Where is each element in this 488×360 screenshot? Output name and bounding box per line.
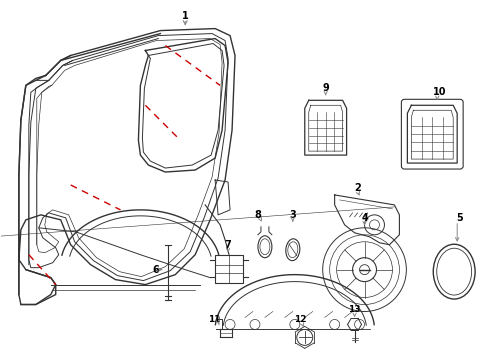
Text: 3: 3 bbox=[289, 210, 296, 220]
Text: 4: 4 bbox=[361, 213, 367, 223]
Text: 5: 5 bbox=[455, 213, 462, 223]
Text: 6: 6 bbox=[152, 265, 159, 275]
Text: 7: 7 bbox=[224, 240, 231, 250]
Text: 10: 10 bbox=[431, 87, 445, 97]
Text: 8: 8 bbox=[254, 210, 261, 220]
Text: 1: 1 bbox=[182, 11, 188, 21]
Text: 13: 13 bbox=[347, 305, 360, 314]
Text: 12: 12 bbox=[293, 315, 305, 324]
Text: 2: 2 bbox=[353, 183, 360, 193]
Text: 9: 9 bbox=[322, 84, 328, 93]
Text: 11: 11 bbox=[207, 315, 220, 324]
